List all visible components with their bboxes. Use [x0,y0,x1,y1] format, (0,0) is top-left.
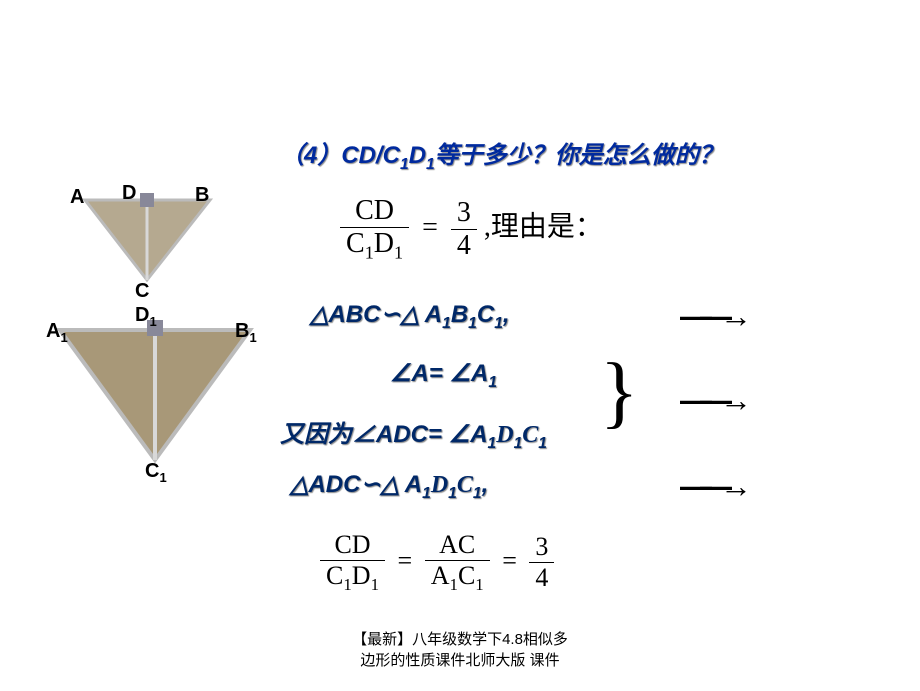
label-B: B [195,184,209,207]
label-C: C [135,280,149,303]
arrow-1: ——→ [680,298,740,335]
label-D: D [122,182,136,205]
q-sub1: 1 [400,156,409,173]
label-D1: D1 [135,304,157,329]
q-part-a: （4）CD/C [280,142,400,169]
eq2-a1c1: A1C1 [425,561,490,595]
eq2-ac: AC [425,530,490,561]
footer: 【最新】八年级数学下4.8相似多 边形的性质课件北师大版 课件 [0,629,920,671]
label-C1: C1 [145,460,167,485]
proof-line-3: 又因为∠ADC= ∠A1D1C1 [280,414,547,453]
footer-l2: 边形的性质课件北师大版 课件 [0,650,920,671]
frac2-b: AC A1C1 [425,530,490,595]
frac-cd-c1d1: CD C1D1 [340,195,409,264]
eq1-4: 4 [451,230,477,262]
brace: } [600,352,638,432]
label-A: A [70,186,84,209]
proof-line-1: △ABC∽△ A1B1C1, [310,300,510,333]
eq1-den: C1D1 [340,228,409,264]
label-A1: A1 [46,320,68,345]
label-B1: B1 [235,320,257,345]
eq2-4: 4 [529,563,554,593]
eq1-num: CD [340,195,409,228]
q-sub2: 1 [426,156,435,173]
arrow-3: ——→ [680,468,740,505]
eq1-eq: = [422,212,438,243]
frac2-c: 3 4 [529,532,554,593]
eq2-eq2: = [502,546,517,575]
right-angle-small [140,193,154,207]
eq2-c1d1: C1D1 [320,561,385,595]
frac-3-4: 3 4 [451,197,477,262]
arrow-2: ——→ [680,382,740,419]
eq2-cd: CD [320,530,385,561]
frac2-a: CD C1D1 [320,530,385,595]
proof-line-4: △ADC∽△ A1D1C1, [290,470,488,503]
q-part-b: D [409,142,426,169]
equation-2: CD C1D1 = AC A1C1 = 3 4 [320,530,554,595]
diagram-area: A D B C A1 D1 B1 C1 [40,170,280,490]
eq2-3: 3 [529,532,554,563]
footer-l1: 【最新】八年级数学下4.8相似多 [0,629,920,650]
question-text: （4）CD/C1D1等于多少？你是怎么做的？ [280,135,723,174]
eq1-reason: ,理由是： [484,212,603,243]
eq1-3: 3 [451,197,477,230]
equation-1: CD C1D1 = 3 4 ,理由是： [340,195,603,264]
proof-line-2: ∠A= ∠A1 [390,359,497,392]
eq2-eq1: = [398,546,413,575]
q-part-c: 等于多少？你是怎么做的？ [435,142,723,169]
